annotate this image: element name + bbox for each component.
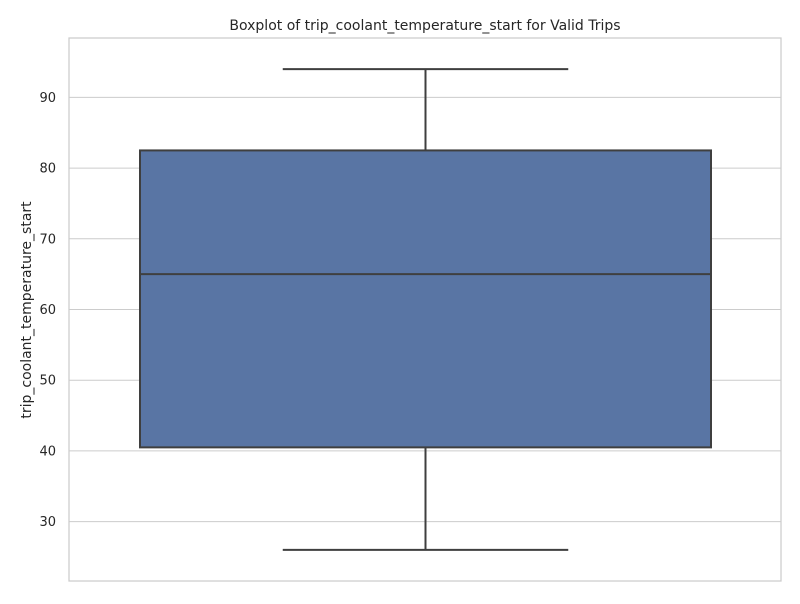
- iqr-box: [139, 149, 712, 449]
- y-axis: 30 40 50 60 70 80 90: [39, 91, 56, 530]
- y-tick-label: 80: [39, 162, 56, 177]
- box-group: [139, 68, 712, 551]
- y-tick-label: 40: [39, 444, 56, 459]
- y-tick-label: 60: [39, 303, 56, 318]
- y-axis-label: trip_coolant_temperature_start: [19, 201, 35, 419]
- y-tick-label: 50: [39, 374, 56, 389]
- plot-frame: [68, 37, 782, 582]
- y-tick-label: 90: [39, 91, 56, 106]
- chart-title: Boxplot of trip_coolant_temperature_star…: [229, 18, 620, 34]
- y-tick-label: 70: [39, 232, 56, 247]
- y-tick-label: 30: [39, 515, 56, 530]
